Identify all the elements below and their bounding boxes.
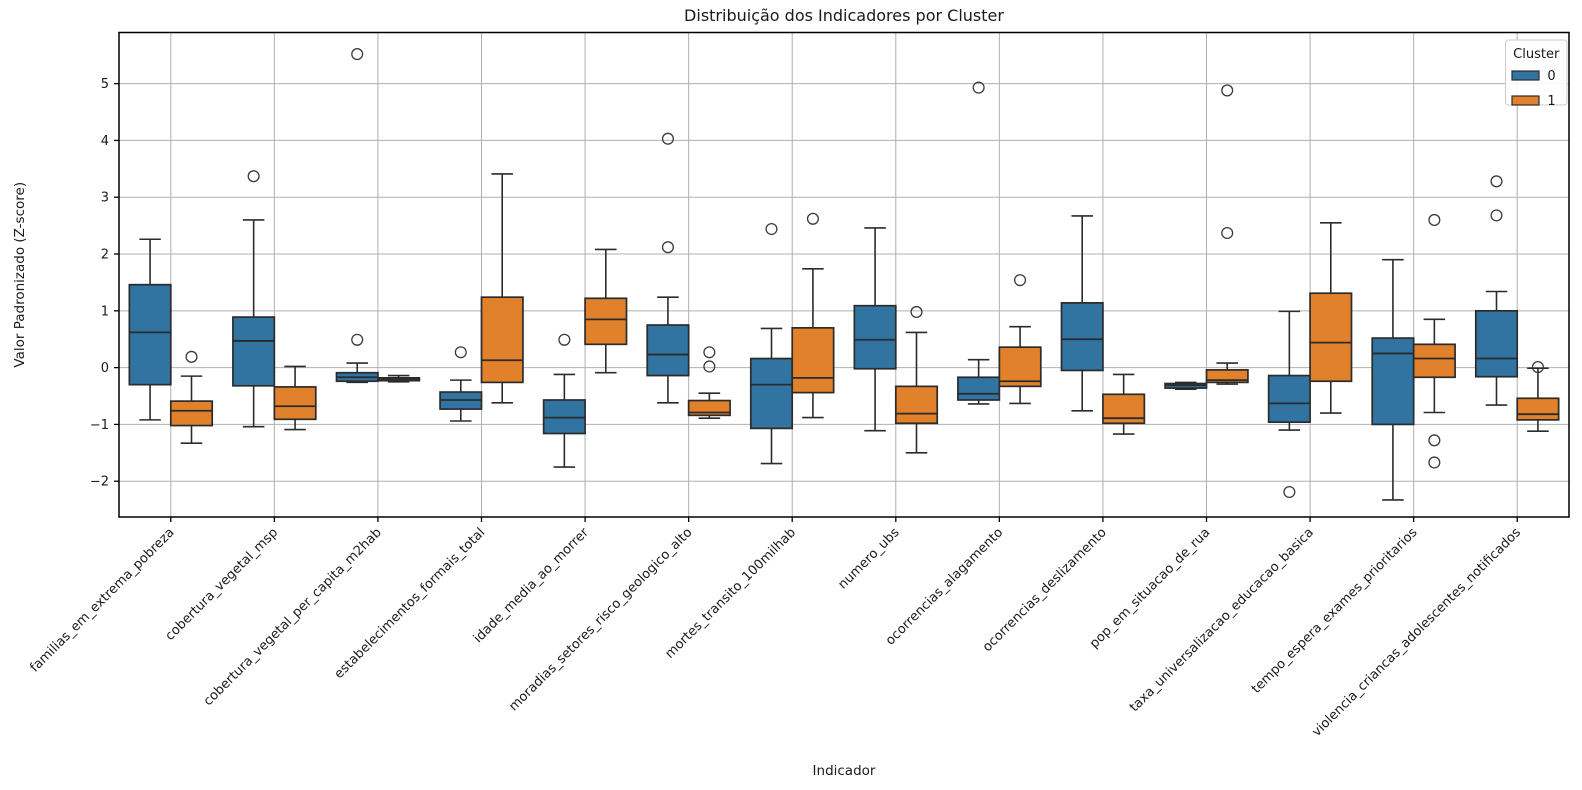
box-cluster1-numero_ubs [894,305,939,454]
iqr-box [232,316,276,387]
chart-title: Distribuição dos Indicadores por Cluster [684,6,1004,25]
outlier-point [1428,213,1441,226]
box-cluster0-tempo_espera_exames_prioritarios [1371,258,1415,501]
box-cluster0-numero_ubs [853,227,897,432]
x-axis-label: Indicador [813,763,876,779]
iqr-box [584,297,628,346]
iqr-box [853,304,897,370]
legend-label-cluster-1: 1 [1547,94,1555,109]
iqr-box [1309,292,1353,383]
y-tick-label: 1 [101,304,109,319]
outlier-point [1531,360,1544,374]
y-tick-label: −1 [90,418,109,433]
iqr-box [273,386,317,421]
y-tick-label: −2 [90,475,109,490]
box-cluster1-tempo_espera_exames_prioritarios [1412,213,1456,469]
box-cluster1-ocorrencias_deslizamento [1102,373,1146,435]
outlier-point [1490,209,1503,222]
iqr-box [1060,302,1104,372]
box-cluster0-moradias_setores_risco_geologico_alto [646,132,690,404]
outlier-point [765,222,778,236]
box-cluster1-violencia_criancas_adolescentes_notificados [1516,360,1560,433]
iqr-box [128,283,172,386]
box-cluster1-mortes_transito_100milhab [791,212,835,419]
y-tick-label: 0 [101,361,109,376]
iqr-box [169,400,214,427]
box-cluster0-violencia_criancas_adolescentes_notificados [1474,175,1519,406]
box-cluster1-idade_media_ao_morrer [584,248,628,374]
outlier-point [1428,456,1441,469]
outlier-point [351,333,364,346]
box-cluster1-estabelecimentos_formais_total [480,173,524,404]
iqr-box [480,296,524,384]
box-cluster0-idade_media_ao_morrer [542,333,586,468]
legend-swatch-cluster-1 [1511,95,1540,106]
box-cluster0-ocorrencias_deslizamento [1060,215,1104,412]
outlier-point [1221,226,1234,240]
outlier-point [661,132,674,145]
y-axis-label: Valor Padronizado (Z-score) [12,182,28,368]
iqr-box [894,385,939,425]
iqr-box [1371,337,1415,426]
outlier-point [972,81,985,94]
iqr-box [1412,343,1456,379]
iqr-box [646,324,690,377]
outlier-point [454,346,467,359]
iqr-box [749,357,794,430]
iqr-box [1474,309,1519,378]
y-tick-label: 4 [101,134,109,149]
y-tick-label: 2 [101,248,109,263]
box-cluster1-cobertura_vegetal_per_capita_m2hab [377,374,421,383]
box-cluster1-cobertura_vegetal_msp [273,365,317,431]
iqr-box [1516,397,1560,421]
box-cluster1-pop_em_situacao_de_rua [1205,84,1249,385]
box-cluster0-mortes_transito_100milhab [749,222,794,465]
legend-label-cluster-0: 0 [1547,69,1555,84]
outlier-point [703,360,716,373]
y-tick-label: 5 [101,77,109,92]
legend-title: Cluster [1513,47,1560,62]
iqr-box [957,376,1001,401]
outlier-point [661,241,674,254]
iqr-box [791,327,835,394]
y-tick-label: 3 [101,191,109,206]
outlier-point [1428,434,1441,447]
outlier-point [806,212,819,225]
outlier-point [185,350,198,363]
outlier-point [558,333,571,346]
box-cluster1-familias_em_extrema_pobreza [169,350,214,444]
box-cluster1-moradias_setores_risco_geologico_alto [687,346,731,419]
box-cluster0-familias_em_extrema_pobreza [128,238,172,421]
box-cluster0-cobertura_vegetal_per_capita_m2hab [335,48,379,384]
outlier-point [910,305,923,319]
box-cluster1-ocorrencias_alagamento [998,274,1042,405]
outlier-point [1221,84,1234,97]
outlier-point [351,48,364,61]
box-cluster0-pop_em_situacao_de_rua [1164,381,1208,391]
box-cluster0-taxa_universalizacao_educacao_basica [1267,310,1311,499]
outlier-point [247,170,260,183]
outlier-point [1283,485,1296,499]
box-cluster0-ocorrencias_alagamento [957,81,1001,405]
box-cluster0-cobertura_vegetal_msp [232,170,276,428]
box-cluster0-estabelecimentos_formais_total [439,346,483,422]
outlier-point [1014,274,1027,287]
axes-spines [118,31,1570,518]
box-cluster1-taxa_universalizacao_educacao_basica [1309,221,1353,414]
legend-swatch-cluster-0 [1511,70,1540,81]
iqr-box [1267,374,1311,423]
outlier-point [703,346,716,359]
outlier-point [1490,175,1503,188]
iqr-box [998,346,1042,388]
